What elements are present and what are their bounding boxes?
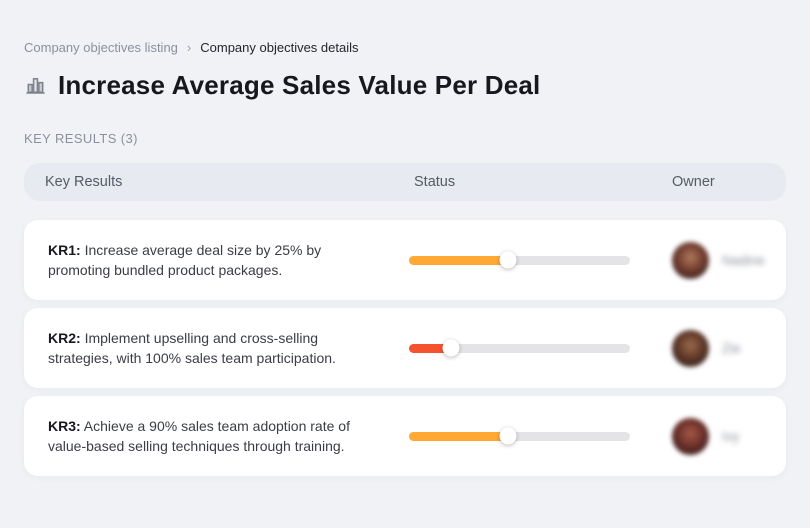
column-header-owner: Owner — [672, 174, 715, 190]
progress-slider[interactable] — [409, 251, 630, 269]
owner-cell: Zie — [672, 329, 786, 367]
owner-name: Zie — [722, 340, 741, 356]
table-header-row: Key Results Status Owner — [24, 163, 786, 201]
key-result-description: KR1: Increase average deal size by 25% b… — [48, 240, 370, 280]
key-result-description: KR3: Achieve a 90% sales team adoption r… — [48, 416, 370, 456]
slider-thumb[interactable] — [499, 251, 517, 269]
key-result-row[interactable]: KR3: Achieve a 90% sales team adoption r… — [24, 396, 786, 476]
kr-label: KR1: — [48, 242, 81, 258]
progress-slider[interactable] — [409, 427, 630, 445]
bar-chart-icon — [24, 74, 47, 97]
kr-description-text: Increase average deal size by 25% by pro… — [48, 242, 322, 278]
slider-thumb[interactable] — [499, 427, 517, 445]
owner-avatar — [672, 241, 709, 279]
kr-description-text: Implement upselling and cross-selling st… — [48, 330, 336, 366]
owner-cell: Ivy — [672, 417, 786, 455]
owner-name: Nadine — [722, 252, 765, 268]
breadcrumb-listing-link[interactable]: Company objectives listing — [24, 40, 178, 55]
column-header-status: Status — [414, 174, 456, 190]
kr-label: KR3: — [48, 418, 81, 434]
owner-cell: Nadine — [672, 241, 786, 279]
progress-slider[interactable] — [409, 339, 630, 357]
kr-label: KR2: — [48, 330, 81, 346]
objective-title-row: Increase Average Sales Value Per Deal — [24, 70, 786, 101]
page-title: Increase Average Sales Value Per Deal — [58, 70, 541, 100]
slider-thumb[interactable] — [442, 339, 460, 357]
column-header-key-results: Key Results — [45, 174, 123, 190]
chevron-right-icon: › — [186, 40, 192, 55]
key-results-section-label: KEY RESULTS (3) — [24, 131, 138, 146]
progress-fill — [409, 343, 451, 353]
owner-avatar — [672, 417, 709, 455]
progress-fill — [409, 431, 509, 441]
key-result-row[interactable]: KR1: Increase average deal size by 25% b… — [24, 220, 786, 300]
owner-avatar — [672, 329, 709, 367]
key-result-row[interactable]: KR2: Implement upselling and cross-selli… — [24, 308, 786, 388]
key-result-description: KR2: Implement upselling and cross-selli… — [48, 328, 370, 368]
breadcrumb-details-current: Company objectives details — [200, 40, 359, 55]
owner-name: Ivy — [722, 428, 740, 444]
kr-description-text: Achieve a 90% sales team adoption rate o… — [48, 418, 350, 454]
breadcrumb: Company objectives listing › Company obj… — [24, 0, 786, 55]
progress-fill — [409, 255, 509, 265]
